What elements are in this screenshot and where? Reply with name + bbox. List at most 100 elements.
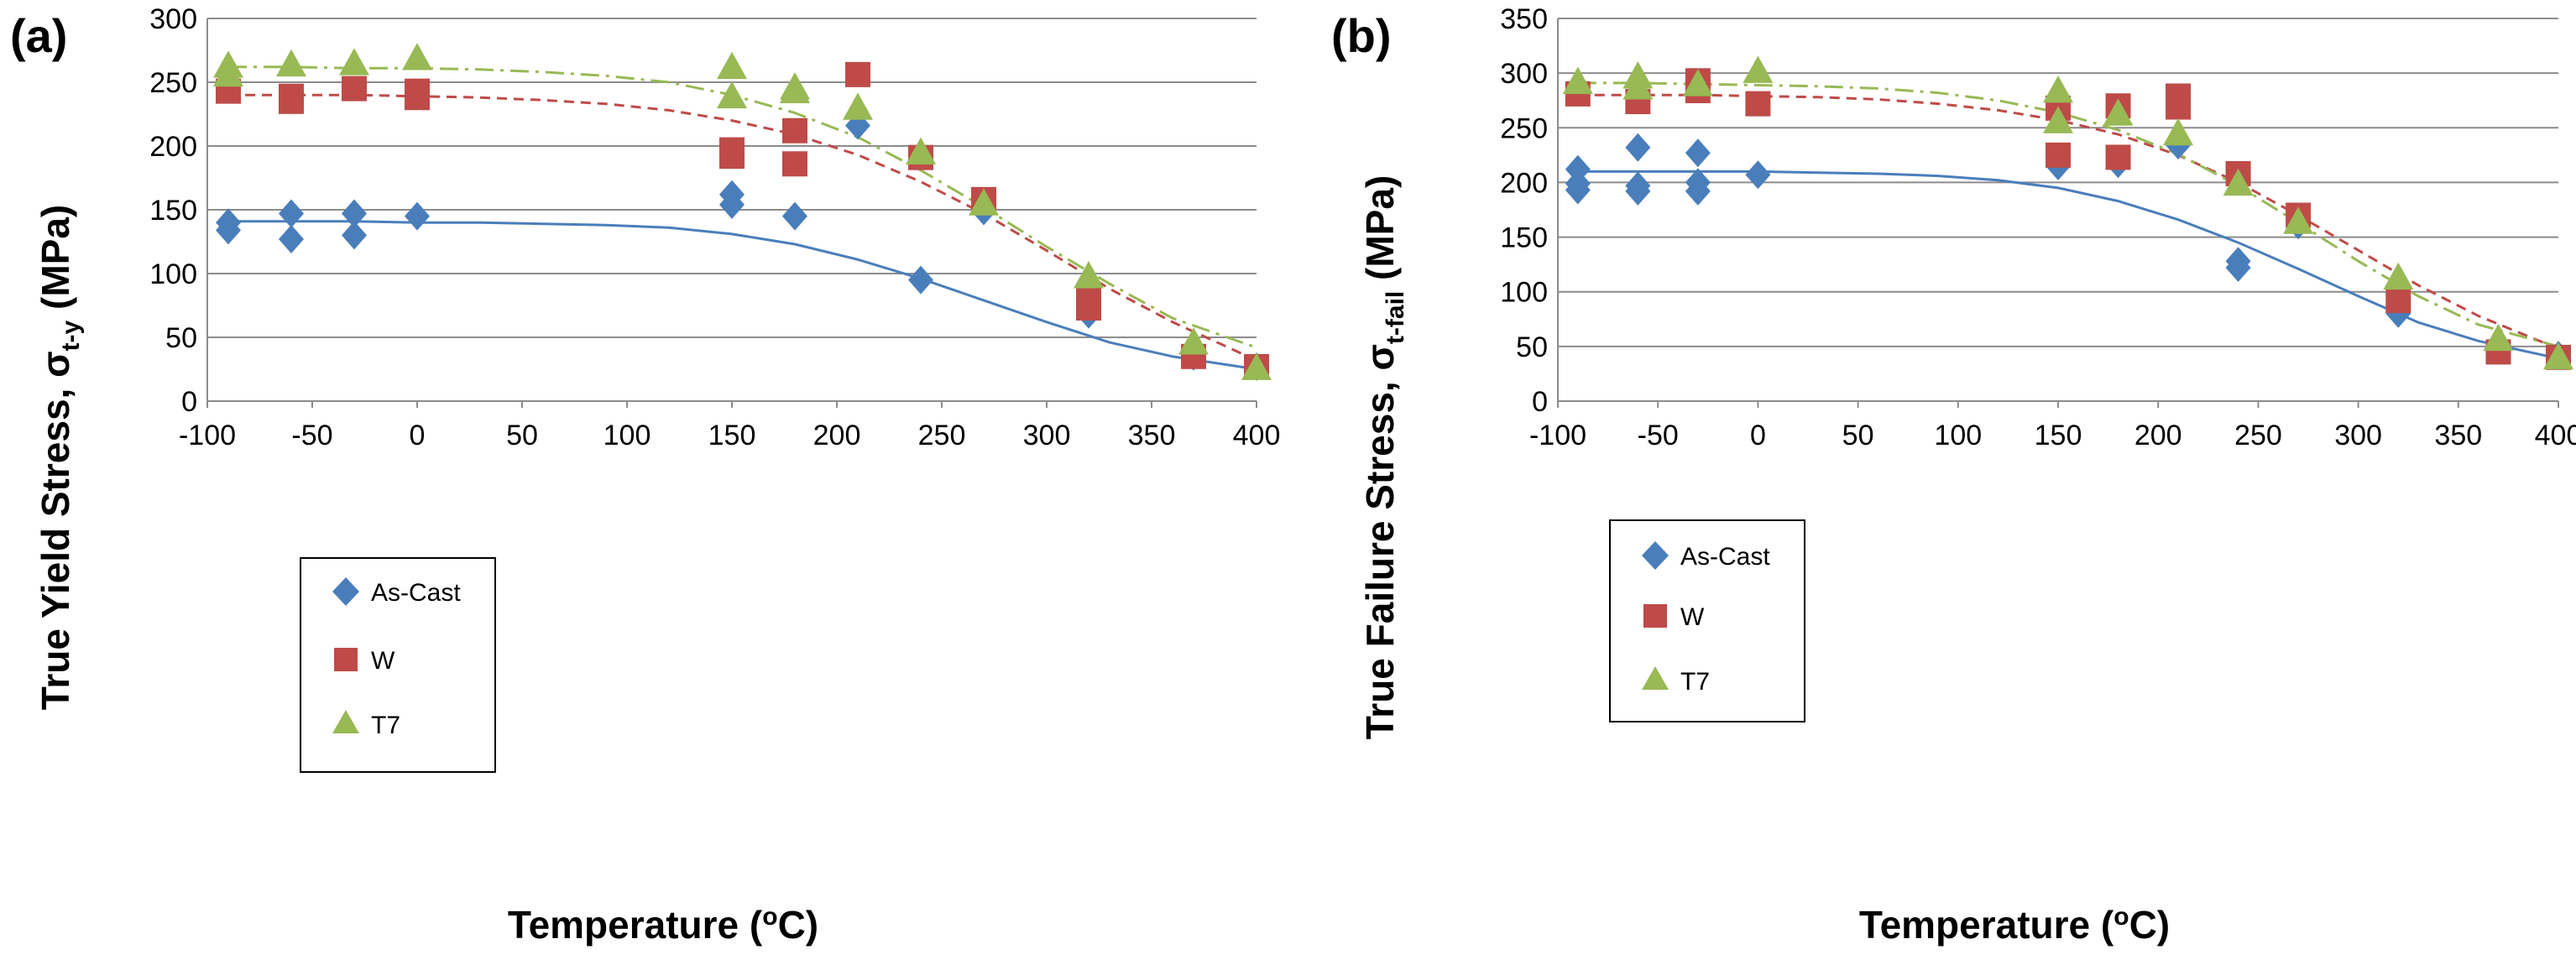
x-tick-label-b: 100: [1934, 420, 1982, 451]
legend-entry-t7-b: T7: [1642, 666, 1710, 696]
data-point-t7-a: [843, 92, 873, 120]
data-point-w-b: [2166, 94, 2192, 120]
data-point-w-b: [2046, 142, 2071, 168]
legend-label-t7: T7: [1680, 668, 1710, 696]
legend-entry-w-b: W: [1643, 603, 1705, 631]
legend-label-w: W: [371, 647, 395, 675]
data-point-t7-a: [969, 188, 999, 216]
y-tick-label-b: 250: [1500, 112, 1548, 144]
chart-panel-b: (b) 0 50 100 150 200 250 300 350 -100 -50 0 50 100 15…: [1331, 3, 2576, 947]
data-point-w-a: [782, 117, 807, 143]
data-point-as-cast-a: [719, 190, 745, 219]
x-tick-label-b: 400: [2535, 420, 2576, 451]
legend-entry-as-cast-a: As-Cast: [332, 577, 461, 607]
data-point-w-a: [1076, 295, 1101, 321]
y-tick-label-b: 100: [1500, 277, 1548, 309]
y-tick-label-a: 100: [149, 258, 197, 290]
data-point-t7-a: [1178, 327, 1209, 355]
data-point-w-a: [782, 151, 807, 177]
y-axis-title-b: True Failure Stress, σt-fail (MPa): [1358, 175, 1409, 740]
x-tick-label-b: 350: [2434, 420, 2482, 451]
legend-square-marker: [334, 648, 358, 671]
data-point-t7-a: [276, 49, 306, 77]
x-tick-label-b: 200: [2134, 420, 2182, 451]
x-tick-label-a: 150: [708, 420, 756, 451]
plot-area-b: 0 50 100 150 200 250 300 350 -100 -50 0 50 100 150 200…: [1500, 3, 2576, 451]
data-point-as-cast-a: [342, 221, 367, 250]
legend-box-a: [300, 557, 496, 773]
x-tick-label-a: -100: [179, 420, 236, 451]
x-tick-label-a: 200: [813, 420, 861, 451]
data-point-w-a: [405, 85, 430, 111]
x-tick-label-b: -100: [1529, 420, 1586, 451]
data-point-t7-a: [717, 81, 747, 109]
x-tick-label-b: 0: [1750, 420, 1766, 451]
y-tick-label-a: 250: [149, 67, 197, 99]
x-tick-label-b: -50: [1638, 420, 1679, 451]
legend-entry-as-cast-b: As-Cast: [1642, 541, 1770, 571]
legend-b: As-Cast W T7: [1609, 519, 1805, 722]
y-tick-label-a: 150: [149, 195, 197, 227]
y-tick-label-a: 200: [149, 131, 197, 163]
fit-curve-w-b: [1577, 93, 2559, 350]
x-tick-label-a: 50: [506, 420, 538, 451]
y-tick-label-b: 150: [1500, 222, 1548, 254]
data-point-as-cast-b: [2225, 253, 2251, 283]
data-point-t7-b: [1682, 69, 1713, 96]
data-point-w-b: [2385, 288, 2411, 314]
legend-a: As-Cast W T7: [300, 557, 496, 773]
data-point-as-cast-b: [1685, 176, 1711, 206]
legend-label-t7: T7: [371, 712, 400, 739]
fit-curve-t7-a: [228, 65, 1257, 349]
data-point-as-cast-a: [405, 201, 430, 231]
data-point-w-a: [279, 88, 304, 114]
legend-box-b: [1609, 519, 1805, 722]
legend-diamond-marker: [332, 577, 359, 606]
chart-panel-a: (a) 0 50 100 150 200 250 300 -100 -50 0 50 100 150 20…: [10, 3, 1280, 947]
x-tick-label-b: 50: [1842, 420, 1874, 451]
legend-square-marker: [1643, 604, 1667, 628]
y-tick-label-a: 300: [149, 3, 197, 35]
data-point-t7-b: [1622, 72, 1654, 100]
data-point-t7-a: [717, 51, 747, 80]
data-point-as-cast-a: [279, 224, 304, 253]
data-point-t7-b: [2043, 75, 2073, 103]
x-tick-label-a: -50: [291, 420, 332, 451]
legend-label-as-cast: As-Cast: [1680, 543, 1770, 571]
x-tick-label-b: 250: [2234, 420, 2282, 451]
data-point-as-cast-a: [216, 216, 241, 245]
x-axis-title-a: Temperature (oC): [508, 903, 818, 947]
fit-curve-as-cast-a: [228, 220, 1257, 371]
panel-label-b: (b): [1331, 9, 1392, 62]
legend-label-w: W: [1680, 603, 1705, 631]
x-tick-label-a: 0: [410, 420, 426, 451]
data-point-as-cast-a: [782, 201, 807, 231]
x-tick-label-a: 300: [1023, 420, 1071, 451]
x-axis-title-b: Temperature (oC): [1859, 903, 2170, 947]
data-point-w-a: [719, 143, 745, 170]
data-point-as-cast-a: [342, 199, 367, 228]
data-point-t7-a: [1074, 261, 1104, 289]
data-point-t7-a: [402, 43, 432, 70]
data-point-t7-b: [2283, 206, 2314, 234]
data-point-t7-b: [1743, 55, 1774, 83]
data-point-as-cast-b: [1625, 133, 1651, 162]
data-point-as-cast-a: [908, 265, 933, 295]
data-point-t7-a: [780, 76, 810, 104]
data-point-t7-b: [2483, 323, 2514, 352]
y-tick-label-b: 350: [1500, 3, 1548, 35]
x-tick-label-b: 300: [2334, 420, 2382, 451]
y-tick-label-a: 50: [165, 322, 197, 354]
data-point-t7-b: [2383, 262, 2414, 290]
legend-entry-w-a: W: [334, 647, 395, 675]
legend-triangle-marker: [1642, 666, 1669, 690]
data-point-w-a: [845, 61, 870, 87]
data-point-t7-a: [906, 137, 936, 164]
data-point-t7-b: [2223, 168, 2254, 196]
x-tick-label-a: 250: [918, 420, 966, 451]
x-tick-label-a: 100: [604, 420, 651, 451]
data-point-t7-b: [1562, 66, 1593, 94]
legend-label-as-cast: As-Cast: [371, 579, 461, 607]
data-point-as-cast-a: [279, 199, 304, 228]
